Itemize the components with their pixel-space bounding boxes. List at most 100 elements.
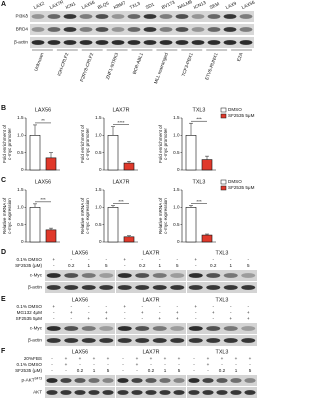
- legend-swatch: [220, 185, 227, 191]
- panel-letter: D: [1, 249, 6, 256]
- row-label: c-Myc: [30, 273, 43, 278]
- band: [202, 378, 214, 383]
- y-tick-label: 1.0: [173, 205, 180, 210]
- band: [111, 14, 125, 19]
- band: [135, 326, 150, 331]
- condition-mark: +: [164, 356, 167, 361]
- condition-mark: +: [65, 356, 68, 361]
- significance: ****: [117, 120, 124, 125]
- band: [111, 27, 125, 32]
- bar: [45, 229, 57, 243]
- band: [188, 390, 200, 395]
- group-title: TXL3: [216, 297, 229, 303]
- bar: [107, 135, 119, 171]
- condition-mark: -: [122, 362, 124, 367]
- condition-mark: -: [193, 362, 195, 367]
- condition-mark: -: [88, 304, 90, 309]
- condition-mark: +: [52, 304, 55, 309]
- band: [74, 390, 86, 395]
- band: [143, 27, 157, 32]
- band: [223, 326, 238, 331]
- error-bar: [111, 126, 115, 136]
- band: [63, 40, 77, 45]
- y-axis-label: Relative mRNA of: [80, 197, 85, 234]
- condition-mark: +: [150, 356, 153, 361]
- condition-mark: -: [212, 316, 214, 321]
- condition-mark: -: [247, 304, 249, 309]
- band: [170, 338, 185, 343]
- condition-mark: -: [51, 362, 53, 367]
- bar: [185, 135, 197, 171]
- blot: [116, 270, 186, 281]
- condition-mark: +: [207, 362, 210, 367]
- band: [188, 285, 203, 290]
- band: [63, 27, 77, 32]
- error-bar: [205, 233, 209, 236]
- condition-mark: +: [105, 310, 108, 315]
- band: [206, 338, 221, 343]
- condition-mark: +: [176, 316, 179, 321]
- condition-mark: -: [107, 362, 109, 367]
- group-title: LAX7R: [142, 349, 159, 355]
- condition-mark: +: [229, 316, 232, 321]
- condition-mark: 5: [176, 263, 179, 268]
- condition-mark: 1: [229, 263, 232, 268]
- band: [244, 378, 256, 383]
- group-title: LAX56: [72, 349, 88, 355]
- y-axis-label: Relative mRNA of: [158, 197, 163, 234]
- condition-mark: +: [207, 356, 210, 361]
- lane-label: LAX7R: [49, 0, 65, 10]
- condition-mark: -: [159, 304, 161, 309]
- band: [46, 390, 58, 395]
- lane-label: LAX56: [241, 0, 256, 10]
- condition-mark: -: [136, 368, 138, 373]
- condition-mark: +: [65, 362, 68, 367]
- band: [191, 14, 205, 19]
- y-tick-label: 0.5: [17, 150, 24, 155]
- chart-title: LAX56: [35, 179, 51, 185]
- band: [131, 378, 143, 383]
- blot: [187, 335, 257, 346]
- band: [152, 285, 167, 290]
- condition-mark: -: [53, 310, 55, 315]
- group-title: LAX7R: [142, 250, 159, 256]
- condition-mark: +: [105, 316, 108, 321]
- band: [60, 390, 72, 395]
- condition-mark: +: [235, 356, 238, 361]
- row-label: β-actin: [28, 285, 42, 290]
- condition-mark: -: [122, 368, 124, 373]
- band: [31, 14, 45, 19]
- blot: [45, 282, 115, 293]
- condition-mark: 0.2: [139, 263, 146, 268]
- band: [46, 326, 61, 331]
- condition-mark: +: [123, 304, 126, 309]
- y-tick-label: 1.5: [17, 187, 24, 192]
- band: [175, 14, 189, 19]
- group-title: TXL3: [216, 250, 229, 256]
- band: [64, 338, 79, 343]
- condition-mark: +: [176, 310, 179, 315]
- bar: [107, 207, 119, 243]
- bar: [185, 207, 197, 243]
- row-label: AKT: [33, 390, 42, 395]
- legend-label: DMSO: [228, 107, 242, 112]
- legend-swatch: [220, 113, 227, 119]
- band: [64, 285, 79, 290]
- y-tick-label: 1.0: [95, 133, 102, 138]
- condition-mark: -: [176, 304, 178, 309]
- legend-label: DMSO: [228, 179, 242, 184]
- y-tick-label: 1.0: [17, 133, 24, 138]
- band: [170, 273, 185, 278]
- bar: [29, 207, 41, 243]
- panel-letter: C: [1, 177, 6, 184]
- condition-mark: +: [247, 310, 250, 315]
- lane-label: LAX9: [225, 1, 238, 10]
- group-title: LAX56: [72, 250, 88, 256]
- group-label: TCF3-PBX1: [181, 52, 194, 77]
- lane-label: BV173: [161, 0, 176, 10]
- band: [241, 338, 256, 343]
- bar: [123, 162, 135, 171]
- condition-mark: 5: [249, 368, 252, 373]
- condition-mark: -: [207, 368, 209, 373]
- group-title: LAX7R: [142, 297, 159, 303]
